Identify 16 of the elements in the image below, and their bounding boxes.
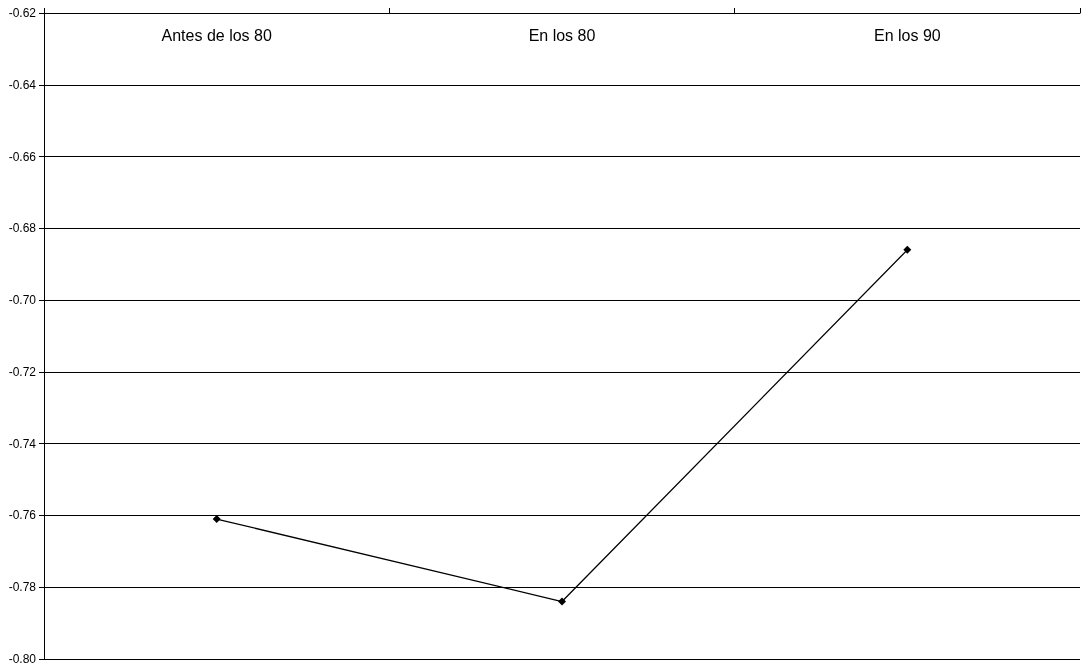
y-tick-label: -0.74 bbox=[8, 436, 37, 451]
x-tick-label: En los 80 bbox=[528, 26, 596, 44]
y-tick-label: -0.64 bbox=[8, 77, 37, 92]
point bbox=[558, 597, 566, 606]
y-tick-label: -0.68 bbox=[8, 221, 37, 236]
y-tick-label: -0.66 bbox=[8, 149, 37, 164]
y-tick-label: -0.80 bbox=[8, 652, 37, 665]
point bbox=[212, 515, 221, 524]
y-tick-label: -0.72 bbox=[8, 364, 37, 379]
y-tick-label: -0.70 bbox=[8, 293, 37, 308]
y-tick-label: -0.62 bbox=[8, 6, 37, 20]
x-tick-label: Antes de los 80 bbox=[161, 26, 272, 44]
x-tick-label: En los 90 bbox=[873, 26, 941, 44]
point bbox=[903, 245, 912, 254]
y-tick-label: -0.78 bbox=[8, 580, 37, 595]
y-tick-label: -0.76 bbox=[8, 508, 37, 523]
